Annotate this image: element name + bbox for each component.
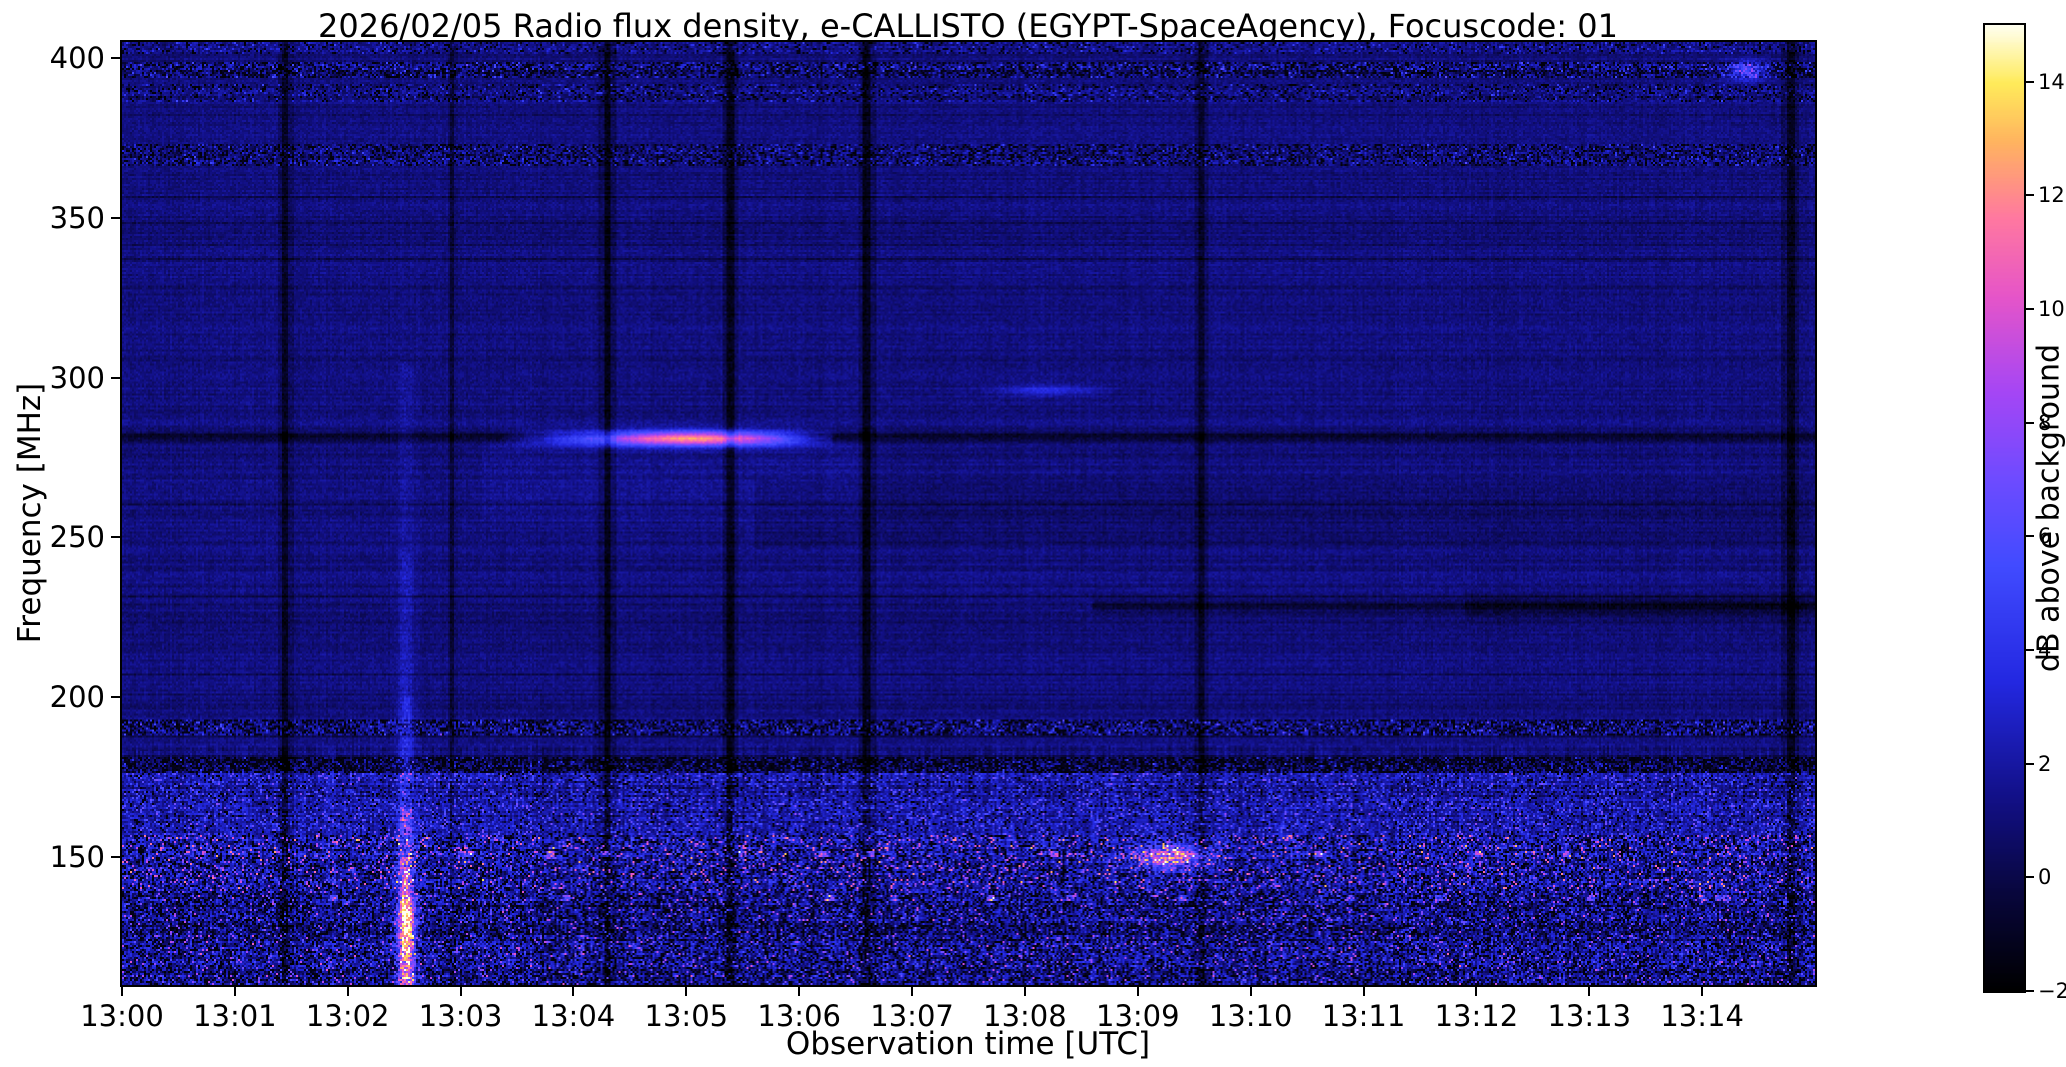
- y-tick-label: 200: [49, 680, 105, 715]
- colorbar-tick-label: 14: [2038, 69, 2065, 94]
- colorbar-tick-mark: [2026, 80, 2034, 83]
- x-tick-mark: [1023, 987, 1026, 996]
- x-tick-mark: [1588, 987, 1591, 996]
- y-tick-mark: [111, 56, 120, 59]
- x-tick-mark: [121, 987, 123, 996]
- x-tick-label: 13:14: [1660, 999, 1744, 1033]
- x-tick-mark: [572, 987, 575, 996]
- x-tick-mark: [346, 987, 349, 996]
- colorbar-tick-mark: [2026, 876, 2034, 879]
- y-tick-mark: [111, 216, 120, 219]
- x-tick-label: 13:05: [644, 999, 729, 1033]
- x-tick-label: 13:04: [531, 999, 616, 1033]
- colorbar-tick-mark: [2026, 535, 2034, 538]
- colorbar-tick-mark: [2026, 421, 2034, 424]
- x-tick-label: 13:10: [1208, 999, 1293, 1033]
- x-tick-label: 13:13: [1547, 999, 1632, 1033]
- y-tick-label: 300: [49, 360, 105, 395]
- x-tick-label: 13:01: [193, 999, 277, 1033]
- y-tick-label: 250: [49, 520, 105, 555]
- colorbar-gradient: [1985, 25, 2024, 991]
- x-tick-mark: [1362, 987, 1365, 996]
- y-tick-label: 150: [49, 840, 105, 875]
- colorbar-tick-mark: [2026, 649, 2034, 652]
- y-axis-label: Frequency [MHz]: [12, 382, 48, 644]
- x-tick-mark: [1701, 987, 1704, 996]
- y-tick-mark: [111, 376, 120, 379]
- colorbar-tick-mark: [2026, 762, 2034, 765]
- y-tick-mark: [111, 536, 120, 539]
- x-tick-mark: [459, 987, 462, 996]
- x-tick-mark: [911, 987, 914, 996]
- plot-area: [122, 42, 1815, 985]
- y-tick-mark: [111, 856, 120, 859]
- x-tick-label: 13:08: [983, 999, 1067, 1033]
- x-tick-label: 13:02: [305, 999, 390, 1033]
- x-tick-mark: [685, 987, 688, 996]
- colorbar-tick-label: 6: [2038, 524, 2052, 549]
- colorbar-tick-mark: [2026, 990, 2034, 992]
- x-tick-label: 13:12: [1434, 999, 1519, 1033]
- x-tick-mark: [1249, 987, 1252, 996]
- x-tick-mark: [233, 987, 236, 996]
- colorbar-tick-label: 12: [2038, 183, 2065, 208]
- x-tick-label: 13:07: [870, 999, 954, 1033]
- x-tick-mark: [1136, 987, 1139, 996]
- x-tick-label: 13:11: [1321, 999, 1406, 1033]
- spectrogram-image: [122, 42, 1815, 985]
- colorbar-tick-mark: [2026, 194, 2034, 197]
- colorbar-tick-label: 8: [2038, 410, 2052, 435]
- colorbar-tick-label: 10: [2038, 297, 2065, 322]
- colorbar-tick-label: 2: [2038, 751, 2052, 776]
- y-tick-label: 350: [49, 200, 105, 235]
- x-tick-label: 13:09: [1096, 999, 1180, 1033]
- x-axis-label: Observation time [UTC]: [785, 1026, 1151, 1062]
- x-tick-label: 13:00: [80, 999, 164, 1033]
- colorbar-tick-label: 0: [2038, 865, 2052, 890]
- colorbar-tick-mark: [2026, 308, 2034, 311]
- y-tick-label: 400: [49, 40, 105, 75]
- colorbar-tick-label: −2: [2038, 979, 2066, 1003]
- x-tick-mark: [798, 987, 801, 996]
- x-tick-label: 13:06: [757, 999, 841, 1033]
- y-tick-mark: [111, 696, 120, 699]
- colorbar-tick-label: 4: [2038, 638, 2052, 663]
- colorbar-label: dB above background: [2031, 343, 2066, 673]
- colorbar: [1985, 25, 2024, 991]
- x-tick-label: 13:03: [418, 999, 503, 1033]
- x-tick-mark: [1475, 987, 1478, 996]
- chart-title: 2026/02/05 Radio flux density, e-CALLIST…: [318, 7, 1618, 45]
